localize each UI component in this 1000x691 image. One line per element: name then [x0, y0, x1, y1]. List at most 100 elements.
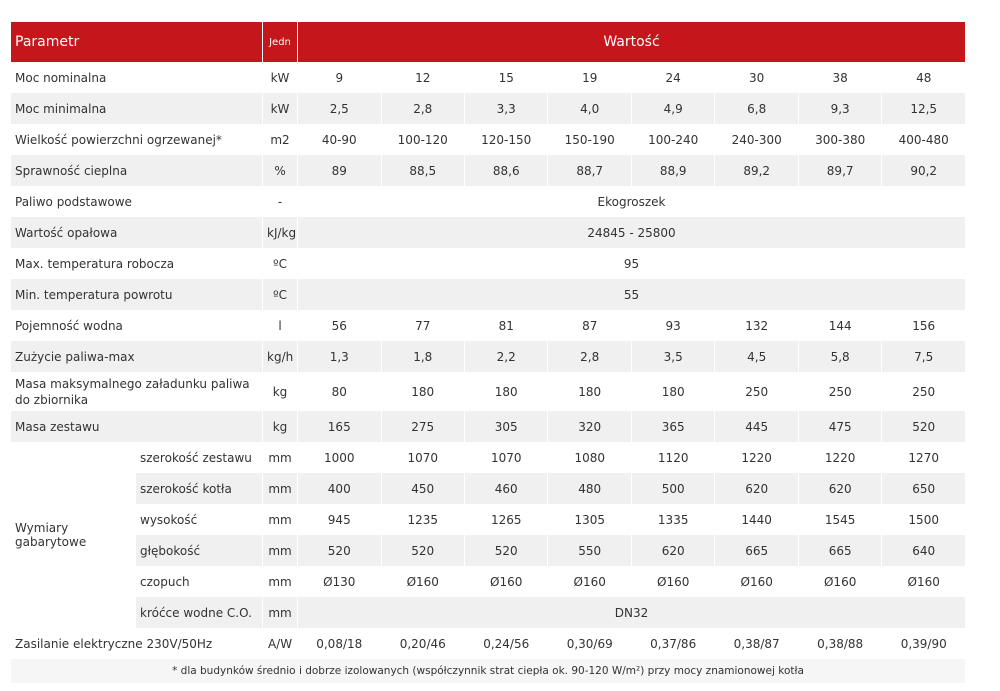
value-cell: 460 — [463, 473, 549, 504]
value-cell: 400 — [297, 473, 382, 504]
value-cell: Ø160 — [547, 566, 632, 597]
value-cell: 77 — [380, 310, 465, 341]
table-row: Min. temperatura powrotu ºC 55 — [9, 279, 966, 310]
value-cell: 120-150 — [463, 124, 549, 155]
value-cell: 4,5 — [714, 341, 799, 372]
value-cell: 150-190 — [547, 124, 632, 155]
value-cell: 640 — [881, 535, 966, 566]
table-row: Pojemność wodna l 56 77 81 87 93 132 144 156 — [9, 310, 966, 341]
value-cell: Ø130 — [297, 566, 382, 597]
value-cell: 56 — [297, 310, 382, 341]
value-cell: 3,3 — [463, 93, 549, 124]
footnote-row: * dla budynków średnio i dobrze izolowan… — [10, 659, 966, 683]
unit-cell: mm — [262, 504, 299, 535]
value-cell: 88,6 — [463, 155, 549, 186]
value-cell: 520 — [380, 535, 465, 566]
value-cell: 30 — [714, 62, 799, 93]
table-row: Moc nominalna kW 9 12 15 19 24 30 38 48 — [9, 62, 966, 93]
value-cell: 2,8 — [380, 93, 465, 124]
value-cell: 48 — [881, 62, 966, 93]
value-cell: 520 — [463, 535, 549, 566]
value-cell: 15 — [463, 62, 549, 93]
dimension-label: wysokość — [134, 504, 264, 535]
value-cell: 9,3 — [797, 93, 883, 124]
value-cell: 88,9 — [630, 155, 716, 186]
merged-value-cell: DN32 — [297, 597, 966, 628]
value-cell: Ø160 — [714, 566, 799, 597]
value-cell: 2,2 — [463, 341, 549, 372]
value-cell: 24 — [630, 62, 716, 93]
value-cell: 100-120 — [380, 124, 465, 155]
merged-value-cell: 24845 - 25800 — [297, 217, 966, 248]
parameter-label: Masa maksymalnego załadunku paliwa do zb… — [9, 372, 264, 411]
unit-cell: kg/h — [262, 341, 299, 372]
parameter-label: Moc minimalna — [9, 93, 264, 124]
table-row: Wielkość powierzchni ogrzewanej* m2 40-90 1… — [9, 124, 966, 155]
unit-cell: kW — [262, 62, 299, 93]
value-cell: 1,8 — [380, 341, 465, 372]
value-cell: 620 — [630, 535, 716, 566]
value-cell: Ø160 — [630, 566, 716, 597]
parameter-label: Zasilanie elektryczne 230V/50Hz — [9, 628, 264, 659]
unit-cell: kg — [262, 372, 299, 411]
merged-value-cell: 55 — [297, 279, 966, 310]
value-cell: 40-90 — [297, 124, 382, 155]
value-cell: 250 — [714, 372, 799, 411]
footnote: * dla budynków średnio i dobrze izolowan… — [10, 659, 966, 683]
value-cell: 88,7 — [547, 155, 632, 186]
value-cell: 80 — [297, 372, 382, 411]
value-cell: 275 — [380, 411, 465, 442]
value-cell: 450 — [380, 473, 465, 504]
unit-cell: l — [262, 310, 299, 341]
dimension-label: szerokość kotła — [134, 473, 264, 504]
dimension-label: głębokość — [134, 535, 264, 566]
value-cell: 1500 — [881, 504, 966, 535]
value-cell: 1070 — [463, 442, 549, 473]
value-cell: Ø160 — [797, 566, 883, 597]
value-cell: 3,5 — [630, 341, 716, 372]
value-cell: 650 — [881, 473, 966, 504]
unit-cell: mm — [262, 535, 299, 566]
value-cell: 165 — [297, 411, 382, 442]
value-cell: 1440 — [714, 504, 799, 535]
dimensions-group-label: Wymiary gabarytowe — [10, 442, 136, 628]
value-cell: 38 — [797, 62, 883, 93]
dimension-label: króćce wodne C.O. — [134, 597, 264, 628]
value-cell: 93 — [630, 310, 716, 341]
table-row: szerokość kotła mm 400 450 460 480 500 620 620 65… — [11, 473, 966, 504]
value-cell: 550 — [547, 535, 632, 566]
value-cell: 156 — [881, 310, 966, 341]
value-cell: 180 — [630, 372, 716, 411]
unit-cell: mm — [262, 566, 299, 597]
parameter-label: Sprawność cieplna — [9, 155, 264, 186]
value-cell: 0,08/18 — [297, 628, 382, 659]
parameter-label: Pojemność wodna — [9, 310, 264, 341]
header-row: Parametr Jedn Wartość — [9, 22, 966, 62]
parameter-label: Masa zestawu — [9, 411, 264, 442]
unit-cell: kg — [262, 411, 299, 442]
value-cell: 0,37/86 — [630, 628, 716, 659]
unit-cell: mm — [262, 597, 299, 628]
table-row: Masa maksymalnego załadunku paliwa do zb… — [9, 372, 966, 411]
table-row: Max. temperatura robocza ºC 95 — [9, 248, 966, 279]
value-cell: 620 — [797, 473, 883, 504]
value-cell: 89,2 — [714, 155, 799, 186]
value-cell: 620 — [714, 473, 799, 504]
value-cell: 1080 — [547, 442, 632, 473]
value-cell: 90,2 — [881, 155, 966, 186]
unit-cell: mm — [262, 473, 299, 504]
value-cell: 1305 — [547, 504, 632, 535]
parameter-label: Wartość opałowa — [9, 217, 264, 248]
specification-table: Parametr Jedn Wartość Moc nominalna kW 9 12… — [9, 22, 966, 683]
value-cell: 300-380 — [797, 124, 883, 155]
value-cell: 1220 — [797, 442, 883, 473]
unit-cell: ºC — [262, 248, 299, 279]
value-cell: 665 — [797, 535, 883, 566]
value-cell: 5,8 — [797, 341, 883, 372]
value-cell: 250 — [881, 372, 966, 411]
value-cell: 945 — [297, 504, 382, 535]
value-cell: 0,24/56 — [463, 628, 549, 659]
value-cell: 445 — [714, 411, 799, 442]
value-cell: 400-480 — [881, 124, 966, 155]
value-cell: 144 — [797, 310, 883, 341]
